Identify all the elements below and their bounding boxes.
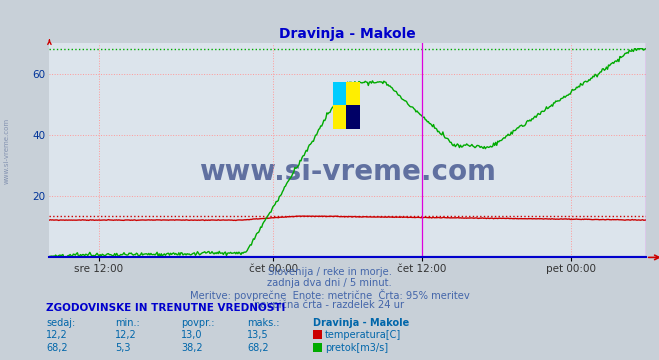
Text: maks.:: maks.: [247, 318, 279, 328]
Text: 68,2: 68,2 [46, 343, 68, 353]
Text: 12,2: 12,2 [46, 330, 68, 341]
Text: sedaj:: sedaj: [46, 318, 75, 328]
Text: www.si-vreme.com: www.si-vreme.com [3, 118, 10, 184]
Title: Dravinja - Makole: Dravinja - Makole [279, 27, 416, 41]
Text: 38,2: 38,2 [181, 343, 203, 353]
Text: 68,2: 68,2 [247, 343, 269, 353]
Text: www.si-vreme.com: www.si-vreme.com [199, 158, 496, 186]
Text: 13,0: 13,0 [181, 330, 203, 341]
Text: min.:: min.: [115, 318, 140, 328]
Text: pretok[m3/s]: pretok[m3/s] [325, 343, 388, 353]
Bar [333, 82, 346, 105]
Text: Meritve: povprečne  Enote: metrične  Črta: 95% meritev: Meritve: povprečne Enote: metrične Črta:… [190, 289, 469, 301]
Bar [333, 82, 360, 129]
Text: navpična črta - razdelek 24 ur: navpična črta - razdelek 24 ur [254, 300, 405, 310]
Text: 5,3: 5,3 [115, 343, 131, 353]
Text: Slovenija / reke in morje.: Slovenija / reke in morje. [268, 267, 391, 277]
Text: povpr.:: povpr.: [181, 318, 215, 328]
Bar [346, 105, 360, 129]
Text: 12,2: 12,2 [115, 330, 137, 341]
Text: Dravinja - Makole: Dravinja - Makole [313, 318, 409, 328]
Text: temperatura[C]: temperatura[C] [325, 330, 401, 341]
Text: zadnja dva dni / 5 minut.: zadnja dva dni / 5 minut. [267, 278, 392, 288]
Text: 13,5: 13,5 [247, 330, 269, 341]
Text: ZGODOVINSKE IN TRENUTNE VREDNOSTI: ZGODOVINSKE IN TRENUTNE VREDNOSTI [46, 303, 285, 314]
